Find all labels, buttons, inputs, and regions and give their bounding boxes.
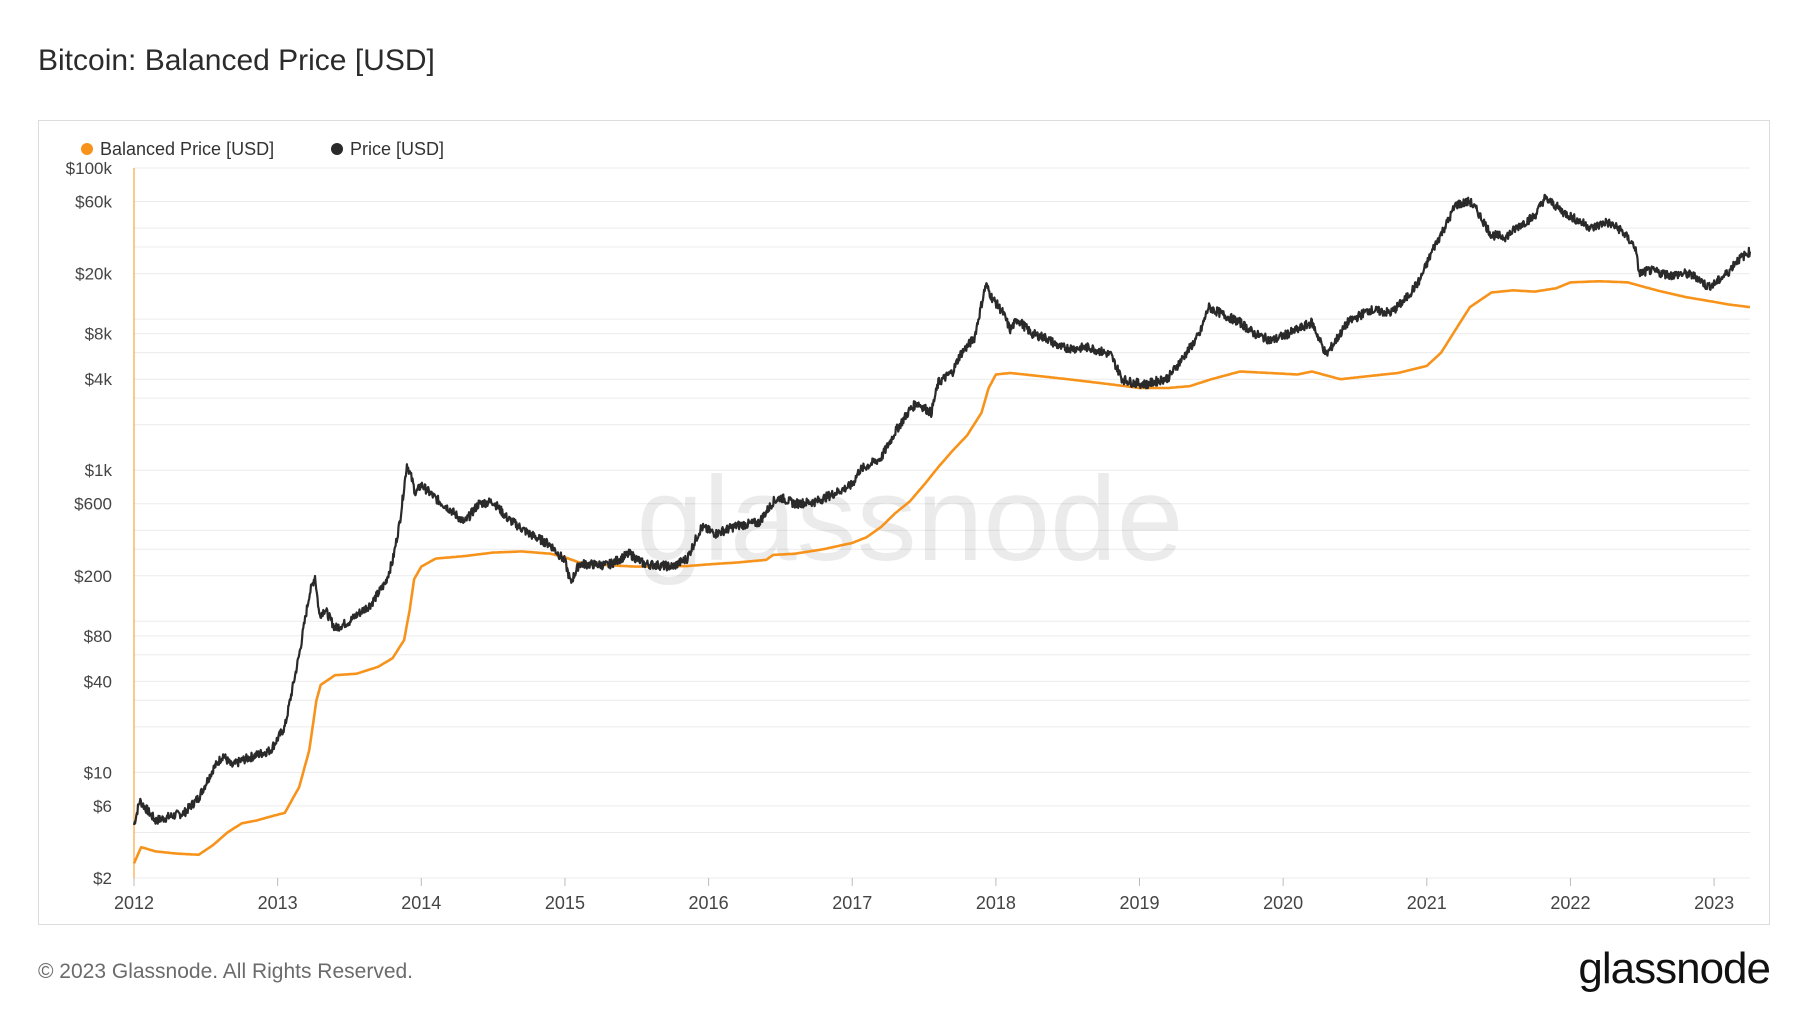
page-title: Bitcoin: Balanced Price [USD] bbox=[38, 44, 435, 77]
x-tick-label: 2018 bbox=[976, 893, 1016, 913]
series-line-balanced-price bbox=[132, 280, 1751, 864]
glassnode-logo[interactable]: glassnode bbox=[1578, 944, 1771, 993]
x-tick-label: 2012 bbox=[114, 893, 154, 913]
y-tick-label: $60k bbox=[75, 193, 112, 212]
x-tick-label: 2019 bbox=[1119, 893, 1159, 913]
y-tick-label: $1k bbox=[85, 461, 113, 480]
copyright-footer: © 2023 Glassnode. All Rights Reserved. bbox=[38, 960, 414, 983]
y-tick-label: $200 bbox=[74, 567, 112, 586]
series-line-price bbox=[132, 193, 1752, 826]
legend-dot-price bbox=[331, 143, 343, 155]
chart-frame bbox=[38, 120, 1770, 925]
y-tick-label: $40 bbox=[84, 672, 112, 691]
x-tick-label: 2020 bbox=[1263, 893, 1303, 913]
legend-item-price[interactable]: Price [USD] bbox=[331, 139, 444, 159]
y-axis: $2 $6 $10 $40 $80 $200 $600 $1k $4k $8k $20k $60k $1… bbox=[66, 159, 113, 888]
legend[interactable]: Balanced Price [USD] Price [USD] bbox=[81, 139, 444, 159]
y-tick-label: $2 bbox=[93, 869, 112, 888]
x-tick-label: 2021 bbox=[1407, 893, 1447, 913]
y-tick-label: $100k bbox=[66, 159, 113, 178]
x-tick-label: 2016 bbox=[689, 893, 729, 913]
legend-label-balanced-price: Balanced Price [USD] bbox=[100, 139, 274, 159]
grid bbox=[134, 167, 1750, 879]
series bbox=[132, 193, 1752, 864]
chart-svg: glassnode $2 $6 $10 $40 $80 $200 $600 $1k $4k $8k… bbox=[66, 139, 1752, 913]
x-tick-label: 2015 bbox=[545, 893, 585, 913]
y-tick-label: $8k bbox=[85, 325, 113, 344]
x-axis: 2012 2013 2014 2015 2016 2017 2018 2019 2020 2021… bbox=[114, 878, 1734, 913]
y-tick-label: $10 bbox=[84, 763, 112, 782]
legend-item-balanced-price[interactable]: Balanced Price [USD] bbox=[81, 139, 274, 159]
x-tick-label: 2023 bbox=[1694, 893, 1734, 913]
y-tick-label: $6 bbox=[93, 797, 112, 816]
legend-dot-balanced-price bbox=[81, 143, 93, 155]
y-tick-label: $4k bbox=[85, 370, 113, 389]
x-tick-label: 2013 bbox=[258, 893, 298, 913]
legend-label-price: Price [USD] bbox=[350, 139, 444, 159]
x-tick-label: 2017 bbox=[832, 893, 872, 913]
x-tick-label: 2022 bbox=[1550, 893, 1590, 913]
y-tick-label: $80 bbox=[84, 627, 112, 646]
y-tick-label: $20k bbox=[75, 265, 112, 284]
y-tick-label: $600 bbox=[74, 495, 112, 514]
x-tick-label: 2014 bbox=[401, 893, 441, 913]
watermark: glassnode bbox=[636, 452, 1183, 586]
